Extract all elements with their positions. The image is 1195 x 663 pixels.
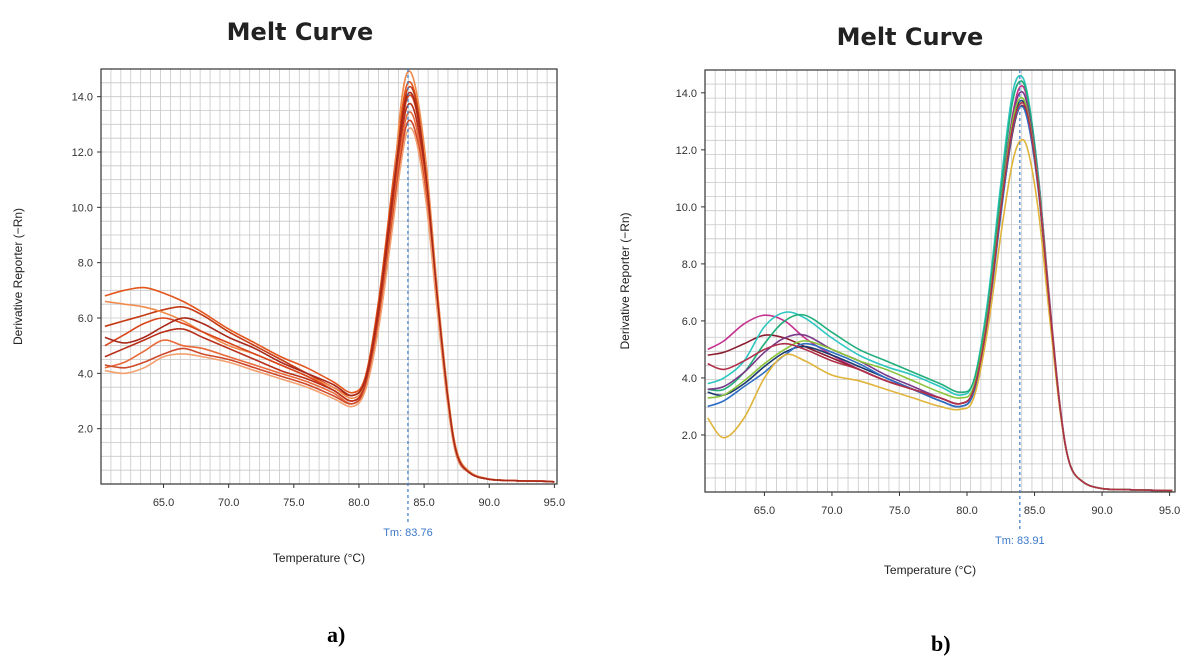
y-tick-label: 12.0 (676, 145, 697, 157)
x-tick-label: 70.0 (821, 505, 842, 517)
x-tick-label: 85.0 (1024, 505, 1045, 517)
x-tick-label: 95.0 (544, 497, 565, 509)
plot-frame-b (704, 69, 1176, 493)
tm-label-b: Tm: 83.91 (995, 535, 1045, 547)
y-tick-label: 6.0 (682, 316, 697, 328)
series-line-a-4 (104, 94, 555, 483)
y-tick-label: 8.0 (78, 258, 93, 270)
melt-curve-panel-b: Melt Curve 2.0 4.0 6.0 8.0 10.0 12.0 14.0 65.0 70… (597, 0, 1195, 663)
series-group-b (707, 74, 1173, 492)
x-tick-label: 65.0 (153, 497, 174, 509)
x-tick-label: 85.0 (413, 497, 434, 509)
melt-curve-chart-a: Melt Curve 2.0 4.0 6.0 8.0 10.0 12.0 14.0 65.0 70… (11, 18, 565, 565)
y-tick-label: 6.0 (78, 313, 93, 325)
melt-curve-panel-a: Melt Curve 2.0 4.0 6.0 8.0 10.0 12.0 14.0 65.0 70… (11, 18, 565, 647)
series-line-a-5 (104, 102, 555, 483)
x-axis-label-a: Temperature (°C) (273, 551, 365, 565)
series-line-a-9 (104, 91, 555, 483)
y-axis-label-b: Derivative Reporter (−Rn) (618, 212, 632, 349)
x-axis-label-b: Temperature (°C) (884, 563, 976, 577)
chart-title-a: Melt Curve (227, 18, 374, 46)
x-tick-label: 75.0 (889, 505, 910, 517)
x-tick-label: 80.0 (956, 505, 977, 517)
x-tick-label: 70.0 (218, 497, 239, 509)
y-tick-label: 10.0 (676, 202, 697, 214)
y-tick-label: 14.0 (72, 92, 93, 104)
series-line-a-1 (104, 81, 555, 483)
grid-a (100, 68, 558, 485)
y-tick-label: 12.0 (72, 147, 93, 159)
series-group-a (104, 70, 555, 483)
y-tick-label: 10.0 (72, 202, 93, 214)
x-tick-label: 90.0 (1091, 505, 1112, 517)
panel-label-b: b) (931, 631, 951, 656)
series-line-b-10 (707, 101, 1173, 492)
x-tick-label: 95.0 (1159, 505, 1180, 517)
series-line-a-7 (104, 119, 555, 483)
x-tick-label: 90.0 (479, 497, 500, 509)
y-tick-label: 14.0 (676, 88, 697, 100)
y-tick-label: 4.0 (78, 368, 93, 380)
y-tick-label: 8.0 (682, 259, 697, 271)
tm-label-a: Tm: 83.76 (383, 527, 433, 539)
grid-b (704, 69, 1176, 493)
x-tick-label: 65.0 (754, 505, 775, 517)
melt-curve-chart-b: Melt Curve 2.0 4.0 6.0 8.0 10.0 12.0 14.0 65.0 70… (618, 23, 1180, 577)
x-tick-label: 80.0 (348, 497, 369, 509)
y-tick-label: 2.0 (682, 430, 697, 442)
series-line-a-2 (104, 85, 555, 483)
y-axis-label-a: Derivative Reporter (−Rn) (11, 208, 25, 345)
y-tick-label: 2.0 (78, 424, 93, 436)
y-tick-label: 4.0 (682, 373, 697, 385)
x-tick-label: 75.0 (283, 497, 304, 509)
panel-label-a: a) (327, 622, 346, 647)
plot-frame-a (100, 68, 558, 485)
chart-title-b: Melt Curve (837, 23, 984, 51)
